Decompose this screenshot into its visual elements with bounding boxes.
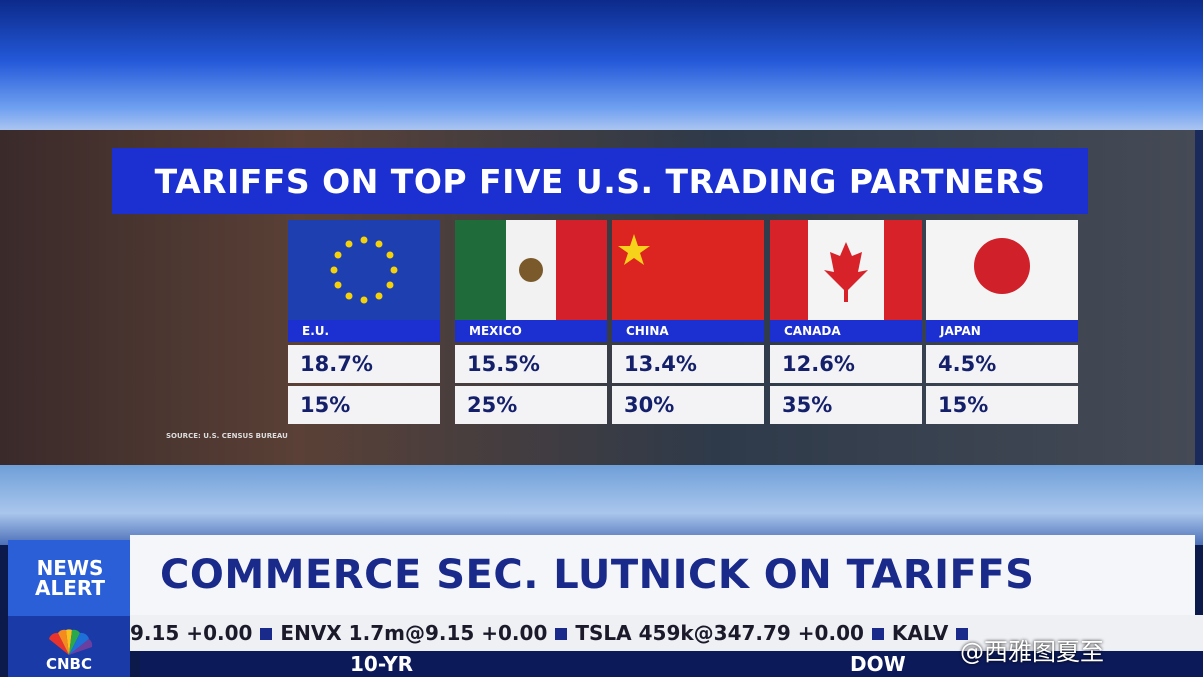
cell: 13.4% <box>612 345 764 383</box>
column-label: MEXICO <box>455 320 607 342</box>
lower-ticker-item: DOW <box>850 652 906 676</box>
column-label: E.U. <box>288 320 440 342</box>
news-alert-line: ALERT <box>34 576 106 600</box>
cell: 30% <box>612 386 764 424</box>
column: CANADA 12.6% 35% <box>770 220 922 424</box>
source: SOURCE: U.S. CENSUS BUREAU <box>166 432 288 440</box>
title: TARIFFS ON TOP FIVE U.S. TRADING PARTNER… <box>112 148 1088 214</box>
column-label: CANADA <box>770 320 922 342</box>
news-alert-line: NEWS <box>36 556 104 580</box>
column: JAPAN 4.5% 15% <box>926 220 1078 424</box>
watermark: @西雅图夏至 <box>960 638 1104 666</box>
cell: 12.6% <box>770 345 922 383</box>
headline: COMMERCE SEC. LUTNICK ON TARIFFS <box>130 535 1195 615</box>
cell: 35% <box>770 386 922 424</box>
network-name: CNBC <box>45 655 92 673</box>
column: CHINA 13.4% 30% <box>612 220 764 424</box>
network-logo: CNBC <box>8 616 130 677</box>
studio-wall <box>0 0 1203 135</box>
ticker-item: TSLA 459k@347.79 +0.00 <box>575 621 884 645</box>
column: MEXICO 15.5% 25% <box>455 220 607 424</box>
stage <box>0 465 1203 545</box>
flag <box>288 220 440 320</box>
cell: 15.5% <box>455 345 607 383</box>
cell: 4.5% <box>926 345 1078 383</box>
cell: 15% <box>288 386 440 424</box>
cell: 25% <box>455 386 607 424</box>
flag <box>770 220 922 320</box>
news-alert: NEWS ALERT <box>8 540 132 616</box>
column-label: JAPAN <box>926 320 1078 342</box>
ticker: 9.15 +0.00 ENVX 1.7m@9.15 +0.00 TSLA 459k@… <box>130 615 1203 651</box>
cell: 15% <box>926 386 1078 424</box>
lower-ticker: 10-YR DOW <box>140 651 1203 677</box>
cell: 18.7% <box>288 345 440 383</box>
ticker-item: KALV <box>892 621 968 645</box>
peacock <box>49 629 93 655</box>
lower-ticker-item: 10-YR <box>350 652 414 676</box>
flag <box>612 220 764 320</box>
ticker-item: 9.15 +0.00 <box>130 621 272 645</box>
flag <box>926 220 1078 320</box>
flag <box>455 220 607 320</box>
column: E.U. 18.7% 15% <box>288 220 440 424</box>
column-label: CHINA <box>612 320 764 342</box>
ticker-item: ENVX 1.7m@9.15 +0.00 <box>280 621 567 645</box>
